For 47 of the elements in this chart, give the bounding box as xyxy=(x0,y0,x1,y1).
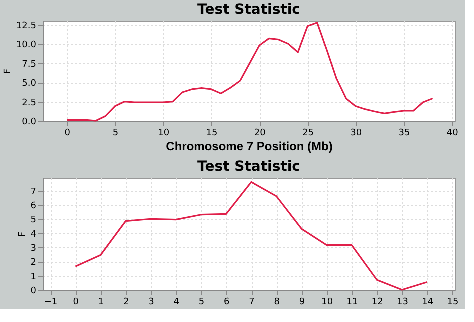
y-axis-title: F xyxy=(18,232,28,238)
y-tick-label: 6 xyxy=(30,201,37,212)
x-tick-label: 40 xyxy=(446,128,459,138)
x-tick-label: 8 xyxy=(274,298,280,308)
x-tick-label: 6 xyxy=(224,298,230,308)
x-tick-label: 5 xyxy=(198,298,205,308)
y-tick-label: 10.0 xyxy=(16,40,37,51)
y-tick-label: 7.5 xyxy=(22,60,36,70)
x-tick-label: 9 xyxy=(299,298,306,308)
x-tick-label: 30 xyxy=(350,128,362,138)
x-tick-label: 20 xyxy=(254,128,266,138)
x-tick-label: 3 xyxy=(148,298,154,308)
x-tick-label: 1 xyxy=(98,298,104,308)
x-tick-label: 14 xyxy=(422,298,434,308)
x-tick-label: 4 xyxy=(174,298,180,308)
line-series xyxy=(74,181,428,291)
y-tick-label: 0.0 xyxy=(22,118,37,128)
y-tick-label: 3 xyxy=(30,244,36,254)
y-tick-label: 5.0 xyxy=(22,79,37,90)
x-axis-title: Chromosome 7 Position (Mb) xyxy=(166,140,333,154)
y-tick-label: 5 xyxy=(30,216,36,226)
x-tick-label: 15 xyxy=(447,298,459,308)
y-tick-label: 4 xyxy=(30,230,37,240)
x-tick-label: 11 xyxy=(346,298,358,308)
x-tick-label: 15 xyxy=(206,128,218,138)
x-tick-label: 13 xyxy=(397,298,408,308)
y-tick-label: 2 xyxy=(30,258,36,268)
x-tick-label: 25 xyxy=(302,128,314,138)
x-tick-label: 2 xyxy=(124,298,130,308)
y-tick-label: 2.5 xyxy=(22,98,36,108)
x-tick-label: 0 xyxy=(73,298,80,308)
x-tick-label: 0 xyxy=(64,128,71,138)
y-tick-label: 0 xyxy=(30,286,37,296)
x-tick-label: 5 xyxy=(112,128,119,138)
x-tick-label: 12 xyxy=(372,298,384,308)
y-tick-label: 7 xyxy=(30,187,36,198)
y-axis-title: F xyxy=(3,68,14,74)
line-series xyxy=(66,22,434,122)
x-tick-label: 7 xyxy=(249,298,255,308)
y-tick-label: 1 xyxy=(30,272,36,282)
x-tick-label: −1 xyxy=(44,298,58,308)
chart-title: Test Statistic xyxy=(198,2,300,18)
x-tick-label: 35 xyxy=(398,128,410,138)
x-tick-label: 10 xyxy=(158,128,170,138)
chart-title: Test Statistic xyxy=(198,159,300,175)
x-tick-label: 10 xyxy=(322,298,334,308)
y-tick-label: 12.5 xyxy=(16,21,36,32)
